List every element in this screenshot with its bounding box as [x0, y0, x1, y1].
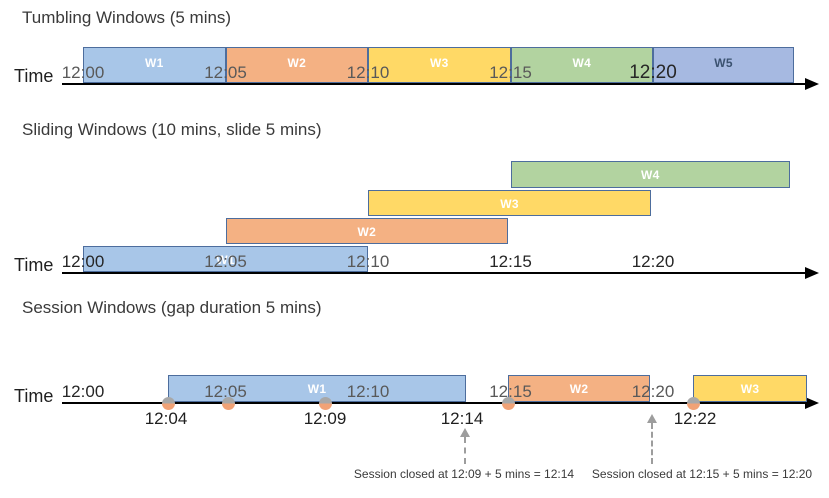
window-label: W2 [357, 225, 377, 239]
window-label: W3 [500, 197, 519, 211]
window-label: W2 [287, 56, 307, 70]
dashed-arrow-line [464, 437, 466, 464]
time-tick-label: 12:10 [346, 63, 390, 82]
timeline-axis [62, 272, 806, 274]
dashed-arrow-line [651, 423, 653, 464]
window-box-w4: W4 [510, 161, 790, 188]
window-label: W3 [740, 382, 760, 396]
window-label: W3 [429, 56, 449, 70]
time-tick-label: 12:20 [631, 252, 675, 271]
window-label: W5 [714, 56, 733, 70]
time-axis-label: Time [14, 66, 54, 86]
tumbling-section-title: Tumbling Windows (5 mins) [22, 8, 232, 27]
timeline-arrowhead-icon [805, 397, 819, 409]
event-dot [221, 396, 235, 410]
timeline-axis [62, 83, 806, 85]
time-tick-label: 12:10 [346, 252, 390, 271]
event-time-label: 12:09 [303, 409, 347, 428]
timeline-axis [62, 402, 806, 404]
window-label: W1 [144, 56, 164, 70]
window-label: W4 [640, 168, 660, 182]
event-time-label: 12:22 [673, 409, 717, 428]
time-tick-label: 12:20 [631, 382, 675, 401]
time-tick-label: 12:20 [629, 62, 677, 83]
time-tick-label: 12:00 [61, 63, 105, 82]
window-box-w2: W2 [225, 218, 508, 244]
time-tick-label: 12:00 [61, 382, 105, 401]
session-section-title: Session Windows (gap duration 5 mins) [22, 298, 322, 317]
event-time-label: 12:04 [144, 409, 188, 428]
window-box-w1: W1 [83, 47, 226, 83]
time-tick-label: 12:15 [489, 382, 532, 401]
window-box-w3: W3 [368, 190, 651, 216]
window-box-w2: W2 [508, 375, 650, 402]
timeline-arrowhead-icon [805, 78, 819, 90]
dashed-arrow-up-icon [647, 414, 657, 423]
time-tick-label: 12:10 [346, 382, 390, 401]
session-close-annotation: Session closed at 12:09 + 5 mins = 12:14 [353, 467, 575, 481]
time-tick-label: 12:05 [204, 382, 247, 401]
window-label: W1 [216, 253, 235, 267]
time-axis-label: Time [14, 255, 54, 275]
window-box-w1: W1 [83, 246, 368, 272]
time-tick-label: 12:15 [489, 63, 532, 82]
session-close-annotation: Session closed at 12:15 + 5 mins = 12:20 [591, 467, 813, 481]
sliding-section-title: Sliding Windows (10 mins, slide 5 mins) [22, 120, 322, 139]
time-tick-label: 12:00 [61, 252, 105, 271]
window-box-w5: W5 [653, 47, 794, 83]
time-axis-label: Time [14, 386, 54, 406]
window-box-w3: W3 [368, 47, 511, 83]
time-tick-label: 12:15 [489, 252, 532, 271]
window-box-w1: W1 [168, 375, 466, 402]
event-dot [501, 396, 515, 410]
event-dot [318, 396, 332, 410]
time-tick-label: 12:05 [204, 252, 247, 271]
window-box-w4: W4 [510, 47, 653, 83]
event-dot [161, 396, 175, 410]
event-dot [686, 396, 700, 410]
window-label: W2 [569, 382, 589, 396]
window-label: W1 [307, 382, 327, 396]
window-label: W4 [572, 56, 592, 70]
time-tick-label: 12:05 [204, 63, 247, 82]
event-time-label: 12:14 [440, 409, 484, 428]
window-box-w3: W3 [693, 375, 807, 402]
dashed-arrow-up-icon [460, 428, 470, 437]
timeline-arrowhead-icon [805, 267, 819, 279]
window-box-w2: W2 [225, 47, 368, 83]
